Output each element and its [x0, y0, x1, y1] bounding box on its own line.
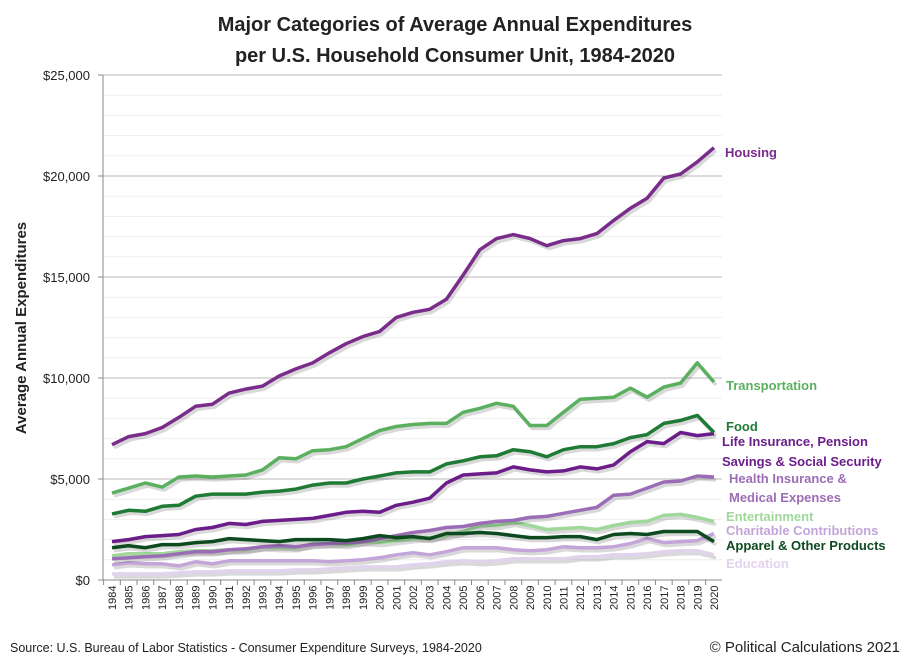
copyright: © Political Calculations 2021 — [710, 639, 900, 656]
y-tick-label: $25,000 — [43, 68, 90, 83]
x-tick-label: 2005 — [458, 586, 470, 610]
x-axis-ticks: 1984 1985 1986 1987 1988 1989 1990 1991 1992 1993… — [103, 580, 721, 610]
series-shadow — [114, 551, 717, 579]
series-line-life-insurance-pension-savings-social-security — [111, 430, 715, 544]
x-tick-label: 1991 — [224, 586, 236, 610]
x-tick-label: 2011 — [559, 586, 571, 610]
x-tick-label: 2000 — [375, 586, 387, 610]
series-label: Charitable Contributions — [726, 523, 878, 538]
series-label: Food — [726, 419, 758, 434]
y-tick-label: $5,000 — [50, 472, 90, 487]
series-shadow — [113, 433, 717, 547]
series-line-transportation — [111, 361, 716, 495]
x-tick-label: 1999 — [358, 586, 370, 610]
series-label: Medical Expenses — [729, 490, 841, 505]
series-lines — [111, 146, 718, 579]
x-tick-label: 2016 — [642, 586, 654, 610]
x-tick-label: 1987 — [157, 586, 169, 610]
series-line-charitable-contributions — [111, 531, 715, 568]
series-label: Apparel & Other Products — [726, 538, 886, 553]
x-tick-label: 1986 — [140, 586, 152, 610]
series-label: Housing — [725, 145, 777, 160]
series-line-apparel-other-products — [111, 529, 715, 550]
x-tick-label: 1984 — [107, 586, 119, 610]
x-tick-label: 2002 — [408, 586, 420, 610]
x-tick-label: 2010 — [542, 586, 554, 610]
x-tick-label: 2015 — [625, 586, 637, 610]
x-tick-label: 1997 — [324, 586, 336, 610]
x-tick-label: 1998 — [341, 586, 353, 610]
series-shadow — [113, 532, 717, 553]
series-labels: Education Charitable ContributionsEnterta… — [722, 145, 886, 571]
gridlines — [102, 74, 722, 581]
x-tick-label: 1990 — [207, 586, 219, 610]
y-axis-ticks: $0 $5,000 $10,000 $15,000 $20,000 $25,000 — [43, 68, 103, 588]
y-axis-label: Average Annual Expenditures — [13, 222, 30, 434]
x-tick-label: 1985 — [124, 586, 136, 610]
series-label: Savings & Social Security — [722, 454, 882, 469]
x-tick-label: 1996 — [308, 586, 320, 610]
x-tick-label: 2013 — [592, 586, 604, 610]
x-tick-label: 2006 — [475, 586, 487, 610]
series-line-health-insurance-medical-expenses — [111, 474, 715, 561]
x-tick-label: 2001 — [391, 586, 403, 610]
x-tick-label: 2003 — [425, 586, 437, 610]
chart-title-line-1: Major Categories of Average Annual Expen… — [218, 14, 693, 36]
x-tick-label: 1995 — [291, 586, 303, 610]
x-tick-label: 1988 — [174, 586, 186, 610]
x-tick-label: 2020 — [709, 586, 721, 610]
x-tick-label: 2008 — [508, 586, 520, 610]
series-shadow — [113, 416, 718, 519]
series-shadow — [113, 534, 717, 571]
x-tick-label: 1992 — [241, 586, 253, 610]
series-shadow — [113, 364, 718, 498]
y-tick-label: $15,000 — [43, 270, 90, 285]
y-tick-label: $0 — [76, 573, 90, 588]
series-label: Health Insurance & — [729, 471, 847, 486]
source-note: Source: U.S. Bureau of Labor Statistics … — [10, 641, 482, 655]
x-tick-label: 2017 — [659, 586, 671, 610]
x-tick-label: 1993 — [258, 586, 270, 610]
x-tick-label: 2004 — [441, 586, 453, 610]
series-shadow — [113, 515, 717, 561]
x-tick-label: 1994 — [274, 586, 286, 610]
x-tick-label: 2018 — [676, 586, 688, 610]
series-shadow — [113, 149, 718, 450]
x-tick-label: 2012 — [575, 586, 587, 610]
x-tick-label: 2009 — [525, 586, 537, 610]
y-tick-label: $20,000 — [43, 169, 90, 184]
series-label: Life Insurance, Pension — [722, 434, 868, 449]
x-tick-label: 2019 — [692, 586, 704, 610]
series-label: Education — [726, 556, 789, 571]
chart-title-line-2: per U.S. Household Consumer Unit, 1984-2… — [235, 45, 675, 67]
x-tick-label: 2014 — [609, 586, 621, 610]
series-label: Entertainment — [726, 509, 814, 524]
series-line-food — [111, 413, 716, 516]
y-tick-label: $10,000 — [43, 371, 90, 386]
x-tick-label: 1989 — [191, 586, 203, 610]
series-label: Transportation — [726, 378, 817, 393]
series-line-education — [112, 548, 715, 576]
x-tick-label: 2007 — [492, 586, 504, 610]
series-line-housing — [111, 146, 716, 447]
